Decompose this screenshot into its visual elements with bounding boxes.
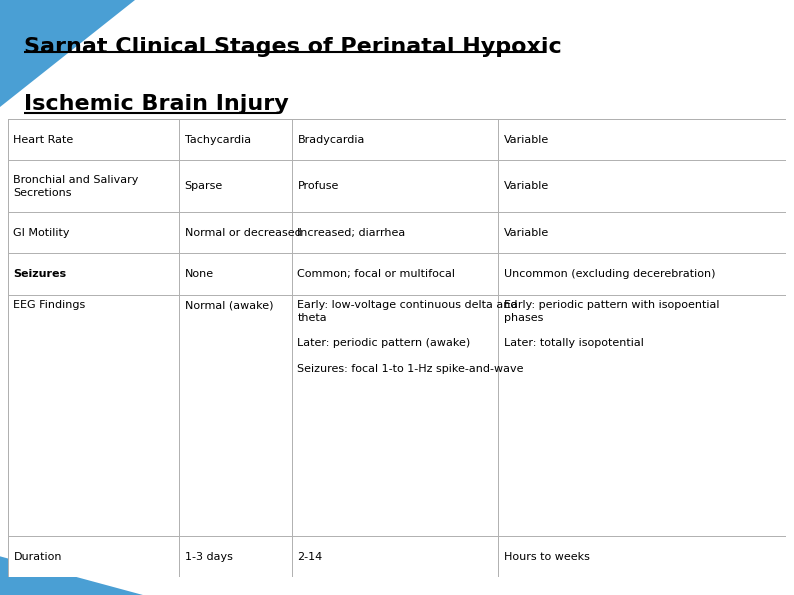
- Bar: [292, 119, 498, 160]
- Bar: [8, 119, 179, 160]
- Text: Sparse: Sparse: [184, 181, 223, 191]
- Bar: [8, 536, 179, 577]
- Bar: [292, 536, 498, 577]
- Text: Normal or decreased: Normal or decreased: [184, 228, 302, 238]
- Bar: [179, 160, 292, 212]
- Bar: [498, 160, 786, 212]
- Text: Profuse: Profuse: [298, 181, 339, 191]
- Text: Duration: Duration: [13, 552, 62, 562]
- Bar: [8, 295, 179, 536]
- Bar: [8, 160, 179, 212]
- Text: 1-3 days: 1-3 days: [184, 552, 233, 562]
- Text: Tachycardia: Tachycardia: [184, 134, 251, 145]
- Bar: [292, 295, 498, 536]
- Text: Ischemic Brain Injury: Ischemic Brain Injury: [24, 94, 288, 114]
- Text: Variable: Variable: [503, 134, 549, 145]
- Text: Early: periodic pattern with isopoential
phases

Later: totally isopotential: Early: periodic pattern with isopoential…: [503, 300, 719, 349]
- Bar: [179, 253, 292, 295]
- Text: Increased; diarrhea: Increased; diarrhea: [298, 228, 406, 238]
- Text: Early: low-voltage continuous delta and
theta

Later: periodic pattern (awake)

: Early: low-voltage continuous delta and …: [298, 300, 524, 374]
- Bar: [292, 160, 498, 212]
- Polygon shape: [0, 556, 143, 595]
- Text: Uncommon (excluding decerebration): Uncommon (excluding decerebration): [503, 269, 715, 279]
- Text: Bradycardia: Bradycardia: [298, 134, 364, 145]
- Text: GI Motility: GI Motility: [13, 228, 70, 238]
- Bar: [179, 119, 292, 160]
- Text: Variable: Variable: [503, 181, 549, 191]
- Text: Common; focal or multifocal: Common; focal or multifocal: [298, 269, 456, 279]
- Text: Sarnat Clinical Stages of Perinatal Hypoxic: Sarnat Clinical Stages of Perinatal Hypo…: [24, 37, 561, 57]
- Bar: [498, 536, 786, 577]
- Bar: [8, 253, 179, 295]
- Bar: [8, 212, 179, 253]
- Text: Hours to weeks: Hours to weeks: [503, 552, 589, 562]
- Bar: [292, 253, 498, 295]
- Text: None: None: [184, 269, 214, 279]
- Text: Variable: Variable: [503, 228, 549, 238]
- Bar: [179, 212, 292, 253]
- Bar: [498, 253, 786, 295]
- Text: 2-14: 2-14: [298, 552, 322, 562]
- Bar: [179, 536, 292, 577]
- Bar: [292, 212, 498, 253]
- Bar: [498, 212, 786, 253]
- Text: Heart Rate: Heart Rate: [13, 134, 74, 145]
- Text: Normal (awake): Normal (awake): [184, 300, 273, 310]
- Bar: [179, 295, 292, 536]
- Text: Bronchial and Salivary
Secretions: Bronchial and Salivary Secretions: [13, 175, 139, 198]
- Text: EEG Findings: EEG Findings: [13, 300, 86, 310]
- Bar: [498, 295, 786, 536]
- Text: Seizures: Seizures: [13, 269, 67, 279]
- Bar: [498, 119, 786, 160]
